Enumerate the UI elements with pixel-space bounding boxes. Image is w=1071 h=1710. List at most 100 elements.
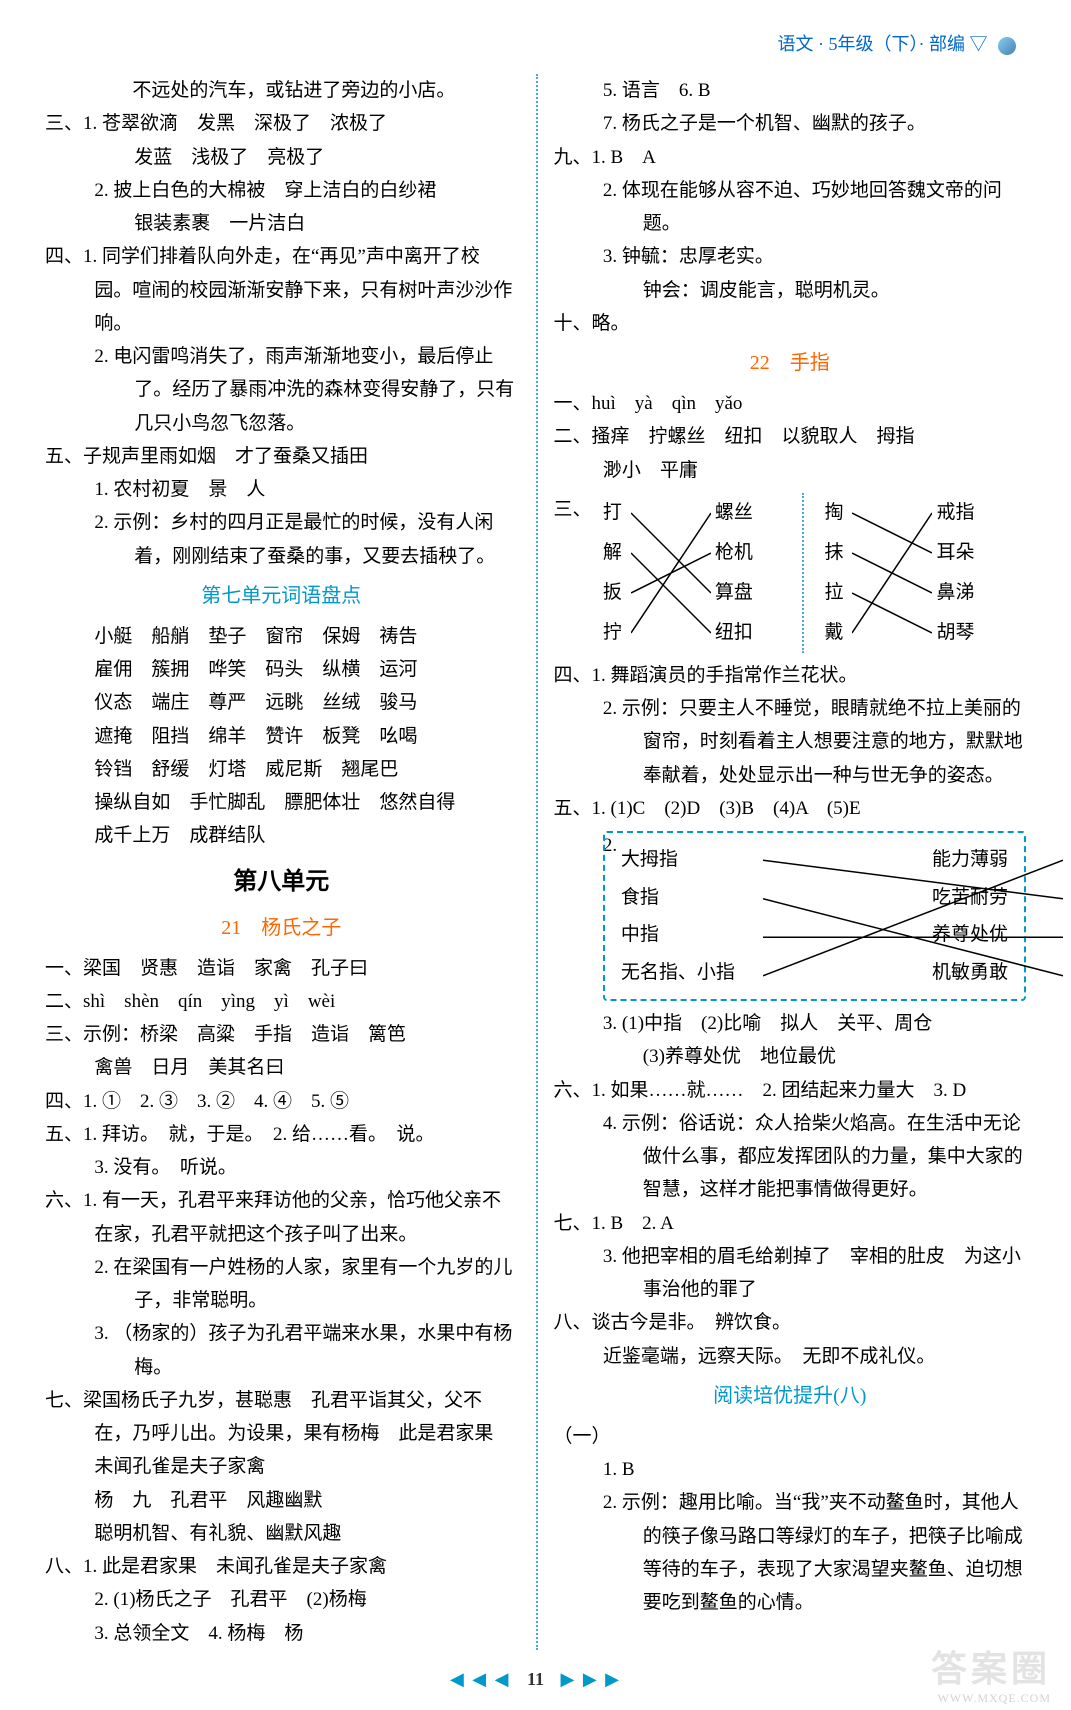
match-lines-svg — [631, 493, 711, 653]
text-line: 操纵自如 手忙脚乱 膘肥体壮 悠然自得 — [45, 786, 518, 819]
text-line: 5. 语言 6. B — [554, 74, 1027, 107]
match-inner-divider — [802, 493, 804, 653]
text-line: 2. 示例：只要主人不睡觉，眼睛就绝不拉上美丽的窗帘，时刻看着主人想要注意的地方… — [554, 692, 1027, 792]
match-item: 胡琴 — [936, 616, 974, 649]
header-text: 语文 · 5年级（下）· 部编 ▽ — [778, 34, 988, 54]
content-area: 不远处的汽车，或钻进了旁边的小店。 三、1. 苍翠欲滴 发黑 深极了 浓极了 发… — [45, 74, 1026, 1650]
match-item: 掏 — [824, 496, 843, 529]
text-line: 近鉴毫端，远察天际。 无即不成礼仪。 — [554, 1340, 1027, 1373]
text-line: 十、略。 — [554, 307, 1027, 340]
text-line: 雇佣 簇拥 哗笑 码头 纵横 运河 — [45, 653, 518, 686]
text-line: 2. (1)杨氏之子 孔君平 (2)杨梅 — [45, 1583, 518, 1616]
match-item: 戒指 — [936, 496, 974, 529]
text-line: 四、1. ① 2. ③ 3. ② 4. ④ 5. ⑤ — [45, 1085, 518, 1118]
text-line: 一、huì yà qìn yǎo — [554, 387, 1027, 420]
text-line: 遮掩 阻挡 绵羊 赞许 板凳 吆喝 — [45, 720, 518, 753]
text-line: 八、1. 此是君家果 未闻孔雀是夫子家禽 — [45, 1550, 518, 1583]
text-line: 3. 他把宰相的眉毛给剃掉了 宰相的肚皮 为这小事治他的罪了 — [554, 1240, 1027, 1307]
text-line: 三、示例：桥梁 高粱 手指 造诣 篱笆 — [45, 1018, 518, 1051]
text-line: 3. 没有。 听说。 — [45, 1151, 518, 1184]
text-line: 不远处的汽车，或钻进了旁边的小店。 — [45, 74, 518, 107]
text-line: 4. 示例：俗话说：众人拾柴火焰高。在生活中无论做什么事，都应发挥团队的力量，集… — [554, 1107, 1027, 1207]
text-line: 发蓝 浅极了 亮极了 — [45, 141, 518, 174]
section-title: 第七单元词语盘点 — [45, 579, 518, 614]
match-item: 食指 — [621, 881, 735, 914]
match-item: 耳朵 — [936, 536, 974, 569]
text-line: 聪明机智、有礼貌、幽默风趣 — [45, 1517, 518, 1550]
text-line: 三、1. 苍翠欲滴 发黑 深极了 浓极了 — [45, 107, 518, 140]
page-number: 11 — [527, 1669, 544, 1690]
text-line: 小艇 船艄 垫子 窗帘 保姆 祷告 — [45, 620, 518, 653]
match-item: 扳 — [603, 576, 622, 609]
match-item: 机敏勇敢 — [932, 956, 1008, 989]
match-item: 拧 — [603, 616, 622, 649]
text-line: 渺小 平庸 — [554, 454, 1027, 487]
match-item: 算盘 — [715, 576, 753, 609]
text-line: 一、梁国 贤惠 造诣 家禽 孔子曰 — [45, 952, 518, 985]
text-line: 二、shì shèn qín yìng yì wèi — [45, 985, 518, 1018]
match-item: 解 — [603, 536, 622, 569]
text-line: 六、1. 如果……就…… 2. 团结起来力量大 3. D — [554, 1074, 1027, 1107]
dash-match-box: 大拇指食指中指无名指、小指 能力薄弱吃苦耐劳养尊处优机敏勇敢 — [603, 831, 1026, 1001]
text-line: 3. (1)中指 (2)比喻 拟人 关平、周仓 — [554, 1007, 1027, 1040]
text-line: 五、子规声里雨如烟 才了蚕桑又插田 — [45, 440, 518, 473]
text-line: 银装素裹 一片洁白 — [45, 207, 518, 240]
text-line: (3)养尊处优 地位最优 — [554, 1040, 1027, 1073]
text-line: 仪态 端庄 尊严 远眺 丝绒 骏马 — [45, 686, 518, 719]
match-lines-svg — [852, 493, 932, 653]
page-footer: ◀ ◀ ◀ 11 ▶ ▶ ▶ — [0, 1669, 1071, 1690]
text-line: 七、梁国杨氏子九岁，甚聪惠 孔君平诣其父，父不在，乃呼儿出。为设果，果有杨梅 此… — [45, 1384, 518, 1484]
text-line: 九、1. B A — [554, 141, 1027, 174]
text-line: 禽兽 日月 美其名曰 — [45, 1051, 518, 1084]
text-line: 3. 钟毓：忠厚老实。 — [554, 240, 1027, 273]
text-line: 2. 示例：趣用比喻。当“我”夹不动鳌鱼时，其他人的筷子像马路口等绿灯的车子，把… — [554, 1486, 1027, 1619]
text-line: 八、谈古今是非。 辨饮食。 — [554, 1306, 1027, 1339]
section-title: 22 手指 — [554, 346, 1027, 381]
match-item: 枪机 — [715, 536, 753, 569]
text-line: 五、1. (1)C (2)D (3)B (4)A (5)E — [554, 792, 1027, 825]
text-line: 铃铛 舒缓 灯塔 威尼斯 翘尾巴 — [45, 753, 518, 786]
match-item: 能力薄弱 — [932, 843, 1008, 876]
text-line: 七、1. B 2. A — [554, 1207, 1027, 1240]
text-line: 六、1. 有一天，孔君平来拜访他的父亲，恰巧他父亲不在家，孔君平就把这个孩子叫了… — [45, 1184, 518, 1251]
page-header: 语文 · 5年级（下）· 部编 ▽ — [45, 30, 1026, 56]
text-line: 2. 披上白色的大棉被 穿上洁白的白纱裙 — [45, 174, 518, 207]
match-group-2: 掏抹拉戴 戒指耳朵鼻涕胡琴 — [814, 493, 1026, 653]
text-line: 3. （杨家的）孩子为孔君平端来水果，水果中有杨梅。 — [45, 1317, 518, 1384]
section-title: 21 杨氏之子 — [45, 911, 518, 946]
unit-title: 第八单元 — [45, 861, 518, 903]
match-item: 中指 — [621, 918, 735, 951]
text-line: 钟会：调皮能言，聪明机灵。 — [554, 274, 1027, 307]
text-line: （一） — [554, 1420, 1027, 1453]
footer-left-arrows: ◀ ◀ ◀ — [450, 1669, 511, 1689]
match-item: 养尊处优 — [932, 918, 1008, 951]
text-line: 7. 杨氏之子是一个机智、幽默的孩子。 — [554, 107, 1027, 140]
text-line: 2. 电闪雷鸣消失了，雨声渐渐地变小，最后停止了。经历了暴雨冲洗的森林变得安静了… — [45, 340, 518, 440]
item-label: 三、 — [554, 493, 592, 526]
header-badge-icon — [998, 37, 1016, 55]
match-item: 吃苦耐劳 — [932, 881, 1008, 914]
text-line: 四、1. 同学们排着队向外走，在“再见”声中离开了校园。喧闹的校园渐渐安静下来，… — [45, 240, 518, 340]
text-line: 3. 总领全文 4. 杨梅 杨 — [45, 1617, 518, 1650]
text-line: 五、1. 拜访。 就，于是。 2. 给……看。 说。 — [45, 1118, 518, 1151]
match-item: 大拇指 — [621, 843, 735, 876]
text-line: 四、1. 舞蹈演员的手指常作兰花状。 — [554, 659, 1027, 692]
section-title: 阅读培优提升(八) — [554, 1379, 1027, 1414]
text-line: 1. B — [554, 1453, 1027, 1486]
match-diagram: 打解扳拧 螺丝枪机算盘纽扣 掏抹拉戴 戒指耳朵鼻涕胡琴 — [603, 493, 1026, 653]
text-line: 成千上万 成群结队 — [45, 819, 518, 852]
text-line: 2. 在梁国有一户姓杨的人家，家里有一个九岁的儿子，非常聪明。 — [45, 1251, 518, 1318]
footer-right-arrows: ▶ ▶ ▶ — [561, 1669, 622, 1689]
match-item: 无名指、小指 — [621, 956, 735, 989]
text-line: 杨 九 孔君平 风趣幽默 — [45, 1484, 518, 1517]
text-line: 2. 示例：乡村的四月正是最忙的时候，没有人闲着，刚刚结束了蚕桑的事，又要去插秧… — [45, 506, 518, 573]
text-line: 2. 体现在能够从容不迫、巧妙地回答魏文帝的问题。 — [554, 174, 1027, 241]
match-item: 抹 — [824, 536, 843, 569]
match-lines-svg — [763, 841, 1063, 995]
text-line: 1. 农村初夏 景 人 — [45, 473, 518, 506]
match-group-1: 打解扳拧 螺丝枪机算盘纽扣 — [603, 493, 815, 653]
watermark-text: 答案圈 — [931, 1640, 1051, 1692]
left-column: 不远处的汽车，或钻进了旁边的小店。 三、1. 苍翠欲滴 发黑 深极了 浓极了 发… — [45, 74, 536, 1650]
right-column: 5. 语言 6. B 7. 杨氏之子是一个机智、幽默的孩子。 九、1. B A … — [536, 74, 1027, 1650]
watermark-url: WWW.MXQE.COM — [937, 1691, 1051, 1706]
